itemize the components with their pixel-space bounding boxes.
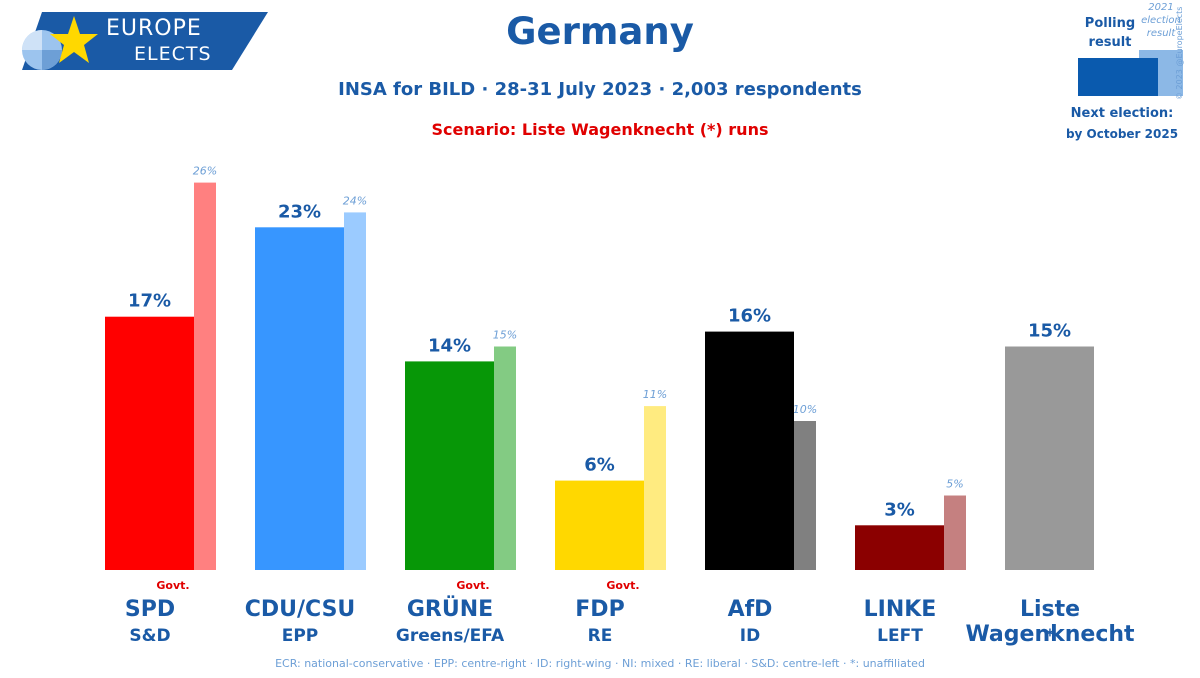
logo-banner-icon xyxy=(22,12,268,70)
value-label-polling-afd: 16% xyxy=(728,306,771,327)
next-election-date: by October 2025 xyxy=(1065,127,1179,141)
star-icon xyxy=(50,16,98,63)
bar-polling-afd xyxy=(705,331,794,570)
scenario-note: Scenario: Liste Wagenknecht (*) runs xyxy=(431,120,769,139)
bar-polling-spd xyxy=(105,316,194,570)
value-label-polling-fdp: 6% xyxy=(584,455,615,476)
legend-polling-label: Polling result xyxy=(1084,16,1136,50)
party-name-cdu-csu: CDU/CSU xyxy=(244,597,356,622)
bar-previous-linke xyxy=(944,495,966,570)
legend-previous-label: 2021 election result xyxy=(1141,2,1181,39)
chart-subtitle: INSA for BILD · 28-31 July 2023 · 2,003 … xyxy=(338,79,862,100)
party-name-liste-wagenknecht: Liste Wagenknecht xyxy=(965,597,1135,647)
party-name-fdp: FDP xyxy=(575,597,625,622)
party-group-gr-ne: Greens/EFA xyxy=(395,626,505,646)
bar-polling-cdu-csu xyxy=(255,227,344,571)
value-label-polling-liste-wagenknecht: 15% xyxy=(1028,321,1071,342)
bar-polling-linke xyxy=(855,525,944,570)
bar-polling-gr-ne xyxy=(405,361,494,570)
govt-label-gr-ne: Govt. xyxy=(456,579,490,592)
bar-polling-liste-wagenknecht xyxy=(1005,346,1094,570)
bar-previous-gr-ne xyxy=(494,346,516,570)
bar-previous-fdp xyxy=(644,406,666,570)
value-label-previous-gr-ne: 15% xyxy=(493,329,517,342)
chart-title: Germany xyxy=(506,10,694,53)
value-label-polling-cdu-csu: 23% xyxy=(278,201,321,222)
bar-previous-spd xyxy=(194,182,216,570)
logo-word-europe: EUROPE xyxy=(106,16,202,41)
europe-elects-logo: EUROPE ELECTS xyxy=(22,12,268,70)
party-group-liste-wagenknecht: * xyxy=(1045,626,1055,646)
govt-label-spd: Govt. xyxy=(156,579,190,592)
party-group-fdp: RE xyxy=(587,626,613,646)
party-group-afd: ID xyxy=(739,626,761,646)
party-group-cdu-csu: EPP xyxy=(281,626,319,646)
govt-label-fdp: Govt. xyxy=(606,579,640,592)
bar-previous-cdu-csu xyxy=(344,212,366,570)
footer-glossary: ECR: national-conservative · EPP: centre… xyxy=(275,657,925,670)
value-label-previous-linke: 5% xyxy=(946,478,963,491)
value-label-previous-cdu-csu: 24% xyxy=(343,194,367,207)
logo-word-elects: ELECTS xyxy=(134,43,212,65)
party-group-spd: S&D xyxy=(129,626,171,646)
bar-polling-fdp xyxy=(555,480,644,570)
party-group-linke: LEFT xyxy=(877,626,923,646)
value-label-polling-gr-ne: 14% xyxy=(428,335,471,356)
legend-polling-swatch xyxy=(1078,58,1158,96)
party-name-spd: SPD xyxy=(124,597,176,622)
copyright-note: © 2023 @EuropeElects xyxy=(1175,6,1184,100)
party-name-gr-ne: GRÜNE xyxy=(406,597,494,622)
value-label-polling-linke: 3% xyxy=(884,499,915,520)
party-name-afd: AfD xyxy=(727,597,773,622)
party-name-linke: LINKE xyxy=(863,597,937,622)
value-label-previous-afd: 10% xyxy=(793,403,817,416)
value-label-previous-fdp: 11% xyxy=(643,388,667,401)
next-election-title: Next election: xyxy=(1070,106,1174,121)
value-label-previous-spd: 26% xyxy=(193,165,217,178)
value-label-polling-spd: 17% xyxy=(128,291,171,312)
bar-previous-afd xyxy=(794,421,816,570)
